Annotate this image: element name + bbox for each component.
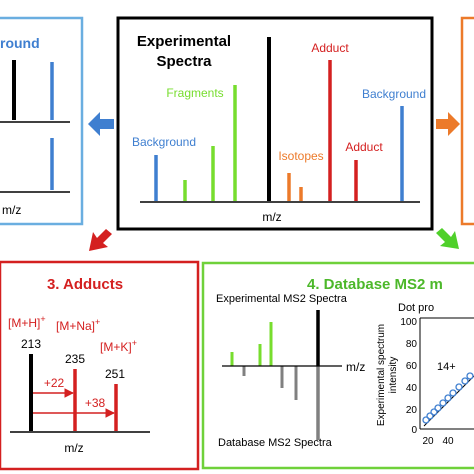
- value-235: 235: [65, 352, 85, 366]
- arrow-left: [88, 112, 114, 136]
- ytick-40: 40: [406, 383, 418, 394]
- label-background-left: Background: [132, 135, 196, 149]
- arrow-right: [436, 112, 460, 136]
- value-251: 251: [105, 367, 125, 381]
- adducts-panel: 3. Adducts [M+H]+ [M+Na]+ [M+K]+ 213 235…: [0, 260, 200, 471]
- background-panel: round m/z: [0, 16, 84, 226]
- database-title: 4. Database MS2 m: [307, 276, 443, 293]
- left-axis-label: m/z: [2, 203, 21, 217]
- scatter-point: [466, 372, 474, 380]
- label-adduct-top: Adduct: [311, 41, 349, 55]
- database-ms2-panel: 4. Database MS2 m Experimental MS2 Spect…: [201, 261, 474, 470]
- scatter-point: [426, 412, 434, 420]
- scatter-point: [434, 404, 442, 412]
- xtick-20: 20: [422, 436, 434, 447]
- experimental-spectra-panel: Experimental Spectra Fragments Backgroun…: [116, 16, 434, 231]
- dot-product-label: Dot pro: [398, 302, 434, 314]
- scatter-point: [430, 408, 438, 416]
- background-panel-title: round: [0, 35, 40, 51]
- center-title-line1: Experimental: [137, 33, 231, 50]
- arrow-down-right-shape: [436, 228, 459, 249]
- scatter-yaxis-label-1: Experimental spectrum: [376, 324, 387, 426]
- arrow-left-shape: [88, 112, 114, 136]
- scatter-point: [422, 416, 430, 424]
- label-m-plus-k: [M+K]+: [100, 338, 137, 354]
- arrow-down-right: [436, 228, 459, 249]
- label-background-right: Background: [362, 87, 426, 101]
- scatter-yaxis-label-2: intensity: [388, 357, 399, 394]
- ytick-80: 80: [406, 339, 418, 350]
- ms2-axis-label: m/z: [346, 360, 365, 374]
- adducts-axis-label: m/z: [64, 441, 83, 455]
- experimental-panel-border: [116, 16, 434, 231]
- arrow-down-left: [89, 229, 112, 251]
- right-panel-border: [460, 16, 474, 226]
- ytick-20: 20: [406, 405, 418, 416]
- center-title-line2: Spectra: [156, 53, 212, 70]
- value-213: 213: [21, 337, 41, 351]
- diff-plus-38: +38: [85, 396, 106, 410]
- arrow-right-shape: [436, 112, 460, 136]
- scatter-point: [449, 389, 457, 397]
- ytick-100: 100: [400, 317, 417, 328]
- label-m-plus-h: [M+H]+: [8, 314, 46, 330]
- scatter-annotation: 14+: [437, 361, 456, 373]
- scatter-point: [444, 394, 452, 402]
- scatter-point: [461, 377, 469, 385]
- db-ms2-label: Database MS2 Spectra: [218, 437, 333, 449]
- scatter-point: [455, 383, 463, 391]
- arrow-down-left-shape: [89, 229, 112, 251]
- exp-ms2-label: Experimental MS2 Spectra: [216, 293, 348, 305]
- xtick-40: 40: [442, 436, 454, 447]
- ytick-0: 0: [411, 425, 417, 436]
- background-panel-border: [0, 16, 84, 226]
- center-axis-label: m/z: [262, 210, 281, 224]
- label-fragments: Fragments: [166, 86, 223, 100]
- diff-plus-22: +22: [44, 376, 65, 390]
- adducts-title: 3. Adducts: [47, 276, 123, 293]
- ytick-60: 60: [406, 361, 418, 372]
- label-m-plus-na: [M+Na]+: [56, 317, 100, 333]
- label-adduct-mid: Adduct: [345, 140, 383, 154]
- label-isotopes: Isotopes: [278, 149, 323, 163]
- scatter-point: [439, 399, 447, 407]
